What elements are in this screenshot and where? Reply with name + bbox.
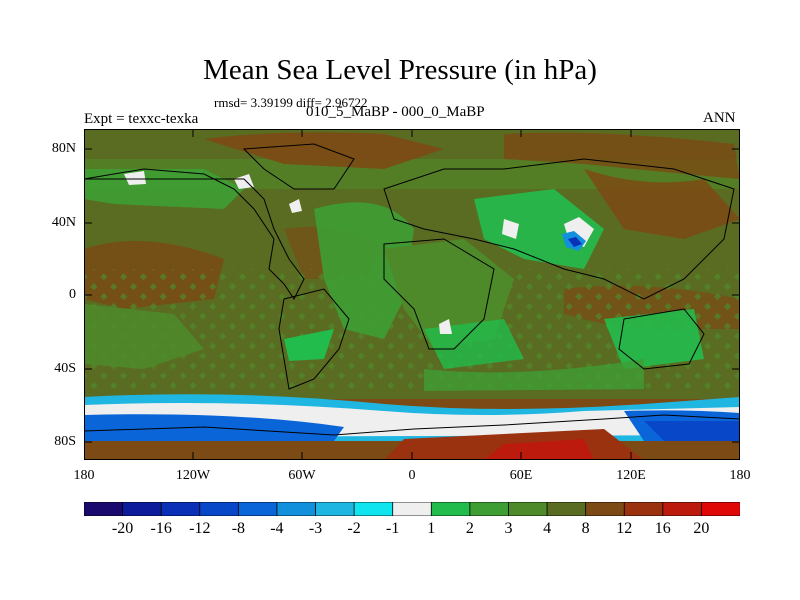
arctic-brown-patch: [204, 132, 444, 169]
colorbar-label: 16: [654, 520, 671, 537]
stats-text: rmsd= 3.39199 diff= 2.96722: [214, 95, 368, 110]
lat-label-80n: 80N: [51, 141, 76, 156]
southern-ocean-green: [424, 359, 644, 391]
colorbar-swatch-10: [469, 502, 510, 516]
coastline-greenland: [242, 143, 355, 190]
coastline-antarctica: [84, 414, 740, 436]
white-patch-mideast: [502, 219, 519, 239]
antarctic-bright-red: [484, 439, 594, 460]
colorbar-label: 8: [581, 520, 590, 537]
colorbar-swatch-1: [122, 502, 162, 516]
colorbar-swatch-8: [392, 502, 432, 516]
colorbar-label: -4: [270, 520, 284, 537]
colorbar-label: -8: [231, 520, 246, 537]
green-region-south-america: [284, 329, 334, 361]
colorbar-label: 1: [427, 520, 436, 537]
lon-label-60w: 60W: [288, 468, 316, 483]
white-patch-alaska: [124, 171, 146, 185]
colorbar-swatch-15: [662, 502, 703, 516]
colorbar-label: 12: [616, 520, 633, 537]
map-title: Mean Sea Level Pressure (in hPa): [203, 54, 597, 86]
green-region-asia: [474, 189, 604, 269]
lon-label-120e: 120E: [616, 468, 646, 483]
colorbar-label: -3: [308, 520, 323, 537]
colorbar-swatch-14: [623, 502, 664, 516]
lon-label-180e: 180: [729, 468, 751, 483]
green-region-atlantic: [314, 202, 414, 339]
lat-label-40n: 40N: [51, 215, 76, 230]
colorbar-swatch-9: [430, 502, 471, 516]
colorbar-label: -20: [111, 520, 134, 537]
white-patch-south-africa: [439, 319, 452, 334]
coastline-australia: [618, 308, 705, 370]
season-text: ANN: [703, 110, 736, 126]
colorbar-swatch-4: [237, 502, 278, 516]
green-region-australia: [604, 309, 704, 369]
colorbar-swatch-3: [199, 502, 240, 516]
white-patch-greenland: [234, 174, 254, 189]
colorbar-label: 3: [504, 520, 513, 537]
colorbar-label: -12: [189, 520, 211, 537]
colorbar-swatch-11: [508, 502, 548, 516]
lon-label-180w: 180: [73, 468, 95, 483]
colorbar-label: -1: [386, 520, 400, 537]
lon-label-120w: 120W: [175, 468, 211, 483]
colorbar-label: -16: [150, 520, 172, 537]
lon-label-60e: 60E: [509, 468, 533, 483]
colorbar: [84, 502, 740, 516]
colorbar-swatch-7: [353, 502, 394, 516]
colorbar-label: 4: [543, 520, 552, 537]
coastline-north-america: [84, 168, 305, 300]
map-ticks: [84, 129, 740, 460]
asia-brown-patch: [584, 169, 740, 239]
experiment-text: Expt = texxc-texka: [84, 111, 199, 127]
colorbar-label: -2: [347, 520, 361, 537]
white-patch-north-atlantic: [289, 199, 302, 213]
colorbar-swatch-12: [546, 502, 587, 516]
colorbar-swatch-13: [585, 502, 625, 516]
dark-blue-patch-tibet: [568, 237, 582, 247]
colorbar-swatch-0: [84, 502, 124, 516]
lat-label-80s: 80S: [54, 434, 76, 449]
lat-label-40s: 40S: [54, 361, 76, 376]
lat-label-0: 0: [69, 287, 76, 302]
colorbar-swatch-5: [276, 502, 317, 516]
coastlines: [84, 143, 740, 436]
colorbar-label: 2: [465, 520, 474, 537]
colorbar-label: 20: [693, 520, 710, 537]
colorbar-swatch-2: [160, 502, 201, 516]
lon-label-0: 0: [408, 468, 416, 483]
coastline-eurasia: [383, 158, 735, 300]
pressure-map: [84, 129, 740, 460]
colorbar-swatch-16: [701, 502, 740, 516]
siberia-brown-patch: [504, 132, 740, 179]
colorbar-swatch-6: [315, 502, 355, 516]
coastline-south-america: [278, 288, 350, 390]
period-text: 010_5_MaBP - 000_0_MaBP: [306, 104, 485, 120]
southern-deep-blue-east: [644, 421, 740, 441]
coastline-africa: [383, 238, 495, 350]
